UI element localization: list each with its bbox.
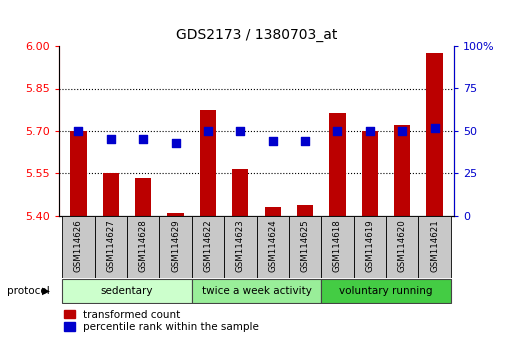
Bar bbox=[160, 216, 192, 278]
Point bbox=[204, 128, 212, 134]
Text: GSM114626: GSM114626 bbox=[74, 219, 83, 272]
Bar bbox=[70, 131, 87, 216]
Bar bbox=[224, 216, 256, 278]
Point bbox=[269, 138, 277, 144]
Bar bbox=[256, 216, 289, 278]
Point bbox=[107, 137, 115, 142]
Text: GSM114629: GSM114629 bbox=[171, 219, 180, 272]
Bar bbox=[394, 125, 410, 216]
Bar bbox=[200, 110, 216, 216]
Text: GSM114619: GSM114619 bbox=[365, 219, 374, 272]
Point bbox=[430, 125, 439, 130]
Bar bbox=[353, 216, 386, 278]
Bar bbox=[426, 53, 443, 216]
Legend: transformed count, percentile rank within the sample: transformed count, percentile rank withi… bbox=[64, 310, 259, 332]
Bar bbox=[297, 205, 313, 216]
Point bbox=[333, 128, 342, 134]
Title: GDS2173 / 1380703_at: GDS2173 / 1380703_at bbox=[176, 28, 337, 42]
Text: GSM114621: GSM114621 bbox=[430, 219, 439, 272]
Bar bbox=[167, 213, 184, 216]
Bar bbox=[321, 279, 451, 303]
Text: twice a week activity: twice a week activity bbox=[202, 286, 311, 296]
Bar bbox=[419, 216, 451, 278]
Bar bbox=[127, 216, 160, 278]
Point bbox=[366, 128, 374, 134]
Bar bbox=[329, 113, 346, 216]
Point bbox=[171, 140, 180, 146]
Text: GSM114620: GSM114620 bbox=[398, 219, 407, 272]
Text: GSM114628: GSM114628 bbox=[139, 219, 148, 272]
Bar bbox=[265, 207, 281, 216]
Text: protocol: protocol bbox=[7, 286, 49, 296]
Point bbox=[74, 128, 83, 134]
Point bbox=[139, 137, 147, 142]
Bar bbox=[321, 216, 353, 278]
Bar bbox=[62, 279, 192, 303]
Point bbox=[236, 128, 244, 134]
Text: GSM114618: GSM114618 bbox=[333, 219, 342, 272]
Bar bbox=[362, 131, 378, 216]
Bar bbox=[386, 216, 419, 278]
Text: GSM114622: GSM114622 bbox=[204, 219, 212, 272]
Bar bbox=[289, 216, 321, 278]
Bar bbox=[232, 169, 248, 216]
Text: GSM114623: GSM114623 bbox=[236, 219, 245, 272]
Point bbox=[398, 128, 406, 134]
Text: GSM114627: GSM114627 bbox=[106, 219, 115, 272]
Text: GSM114625: GSM114625 bbox=[301, 219, 309, 272]
Bar bbox=[94, 216, 127, 278]
Bar bbox=[135, 178, 151, 216]
Text: voluntary running: voluntary running bbox=[339, 286, 433, 296]
Bar bbox=[192, 216, 224, 278]
Bar bbox=[192, 279, 321, 303]
Text: GSM114624: GSM114624 bbox=[268, 219, 277, 272]
Text: sedentary: sedentary bbox=[101, 286, 153, 296]
Point bbox=[301, 138, 309, 144]
Bar bbox=[62, 216, 94, 278]
Text: ▶: ▶ bbox=[42, 286, 50, 296]
Bar bbox=[103, 173, 119, 216]
